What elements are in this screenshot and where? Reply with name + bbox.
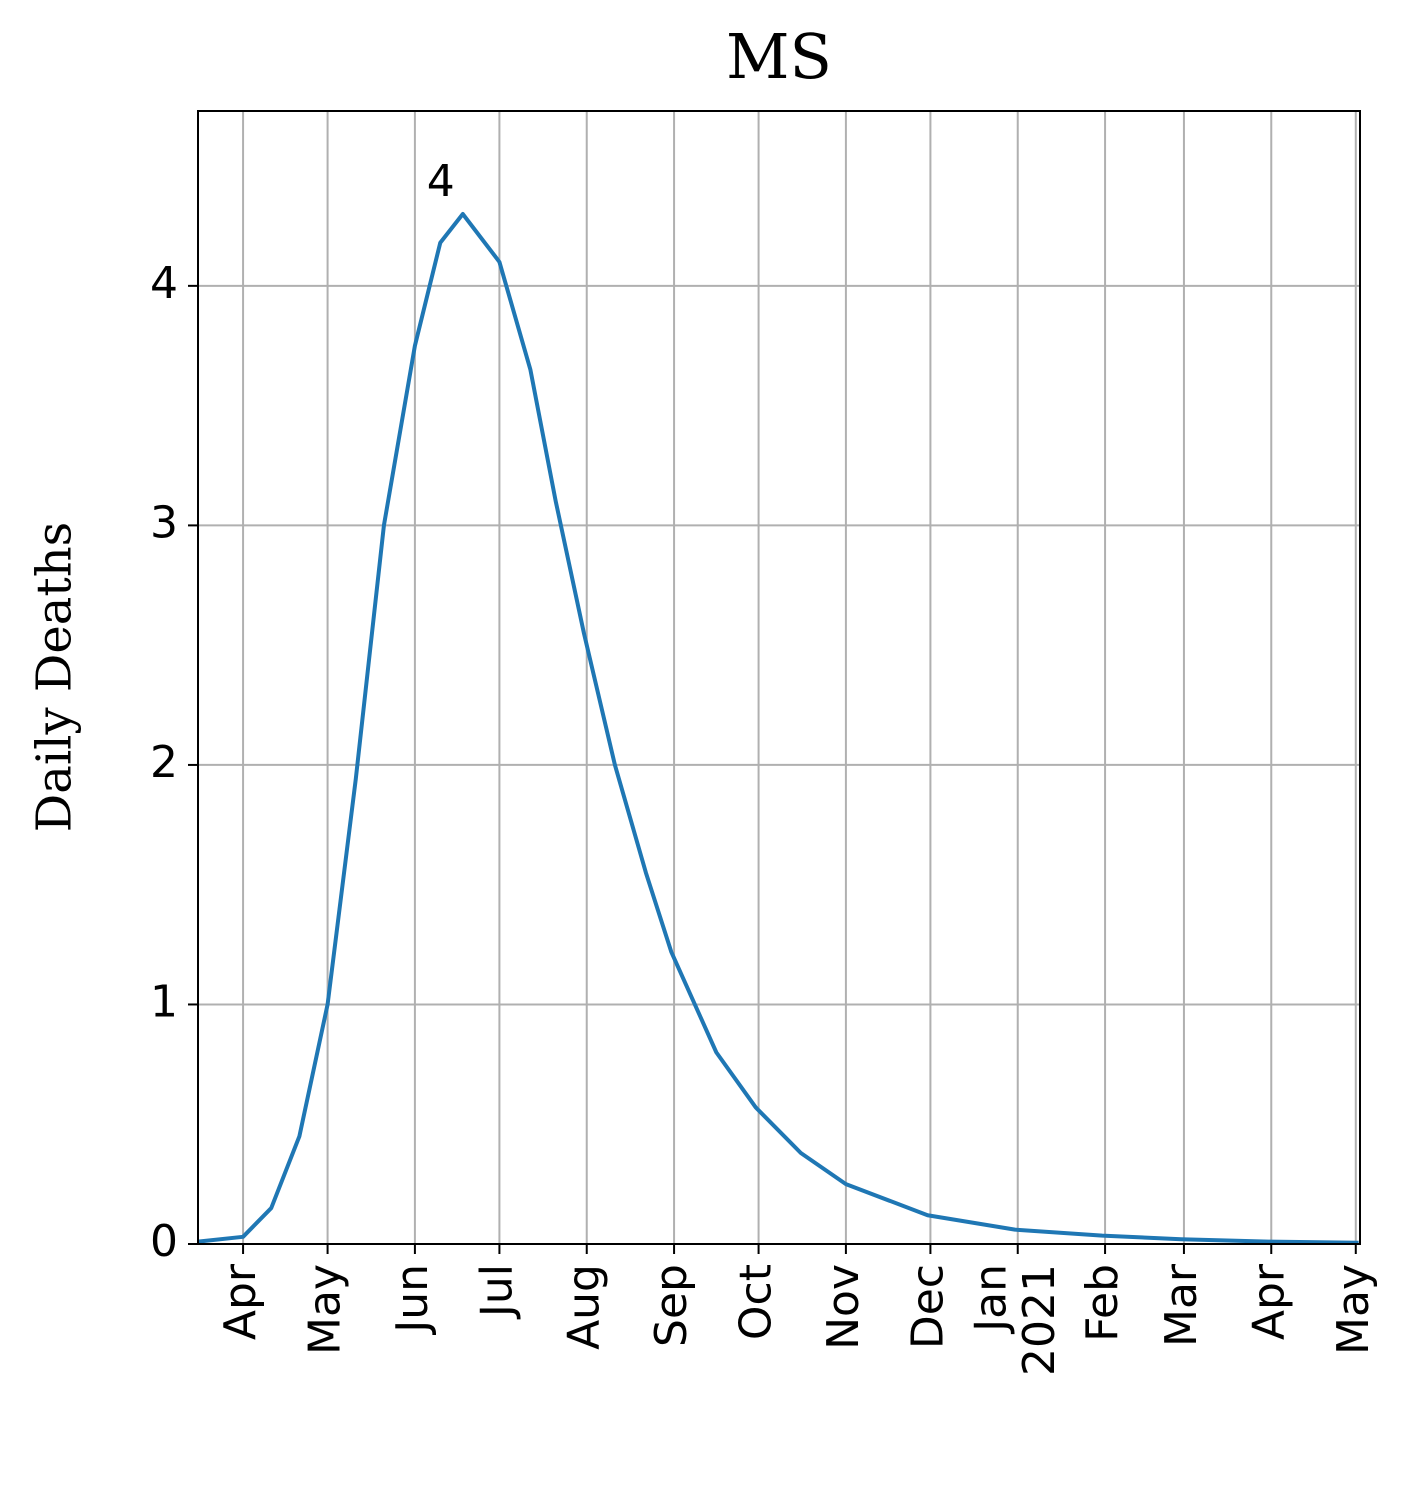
y-tick-label: 4 (150, 258, 178, 309)
x-tick-label: May (1328, 1264, 1379, 1355)
chart-title: MS (726, 20, 832, 93)
x-tick-label: Mar (1156, 1263, 1207, 1347)
x-tick-label: Jan2021 (966, 1264, 1065, 1376)
x-tick-label: Apr (215, 1263, 266, 1340)
x-tick-label: Dec (902, 1264, 953, 1349)
x-tick-label: Oct (731, 1264, 782, 1340)
x-tick-label: May (300, 1264, 351, 1355)
data-line (197, 212, 1359, 1245)
x-tick-label: Aug (559, 1264, 610, 1350)
x-tick-label: Feb (1077, 1264, 1128, 1342)
x-tick-label: Apr (1243, 1263, 1294, 1340)
y-tick-label: 3 (150, 497, 178, 548)
y-tick-label: 2 (150, 737, 178, 788)
y-tick-label: 1 (150, 976, 178, 1027)
plot-frame (197, 110, 1361, 1245)
peak-label: 4 (427, 156, 455, 207)
y-axis-label: Daily Deaths (27, 522, 83, 833)
x-tick-label: Nov (818, 1264, 869, 1350)
y-tick-label: 0 (150, 1216, 178, 1267)
x-tick-label: Jun (387, 1264, 438, 1336)
x-tick-label: Jul (471, 1264, 522, 1320)
x-tick-label: Sep (646, 1264, 697, 1347)
